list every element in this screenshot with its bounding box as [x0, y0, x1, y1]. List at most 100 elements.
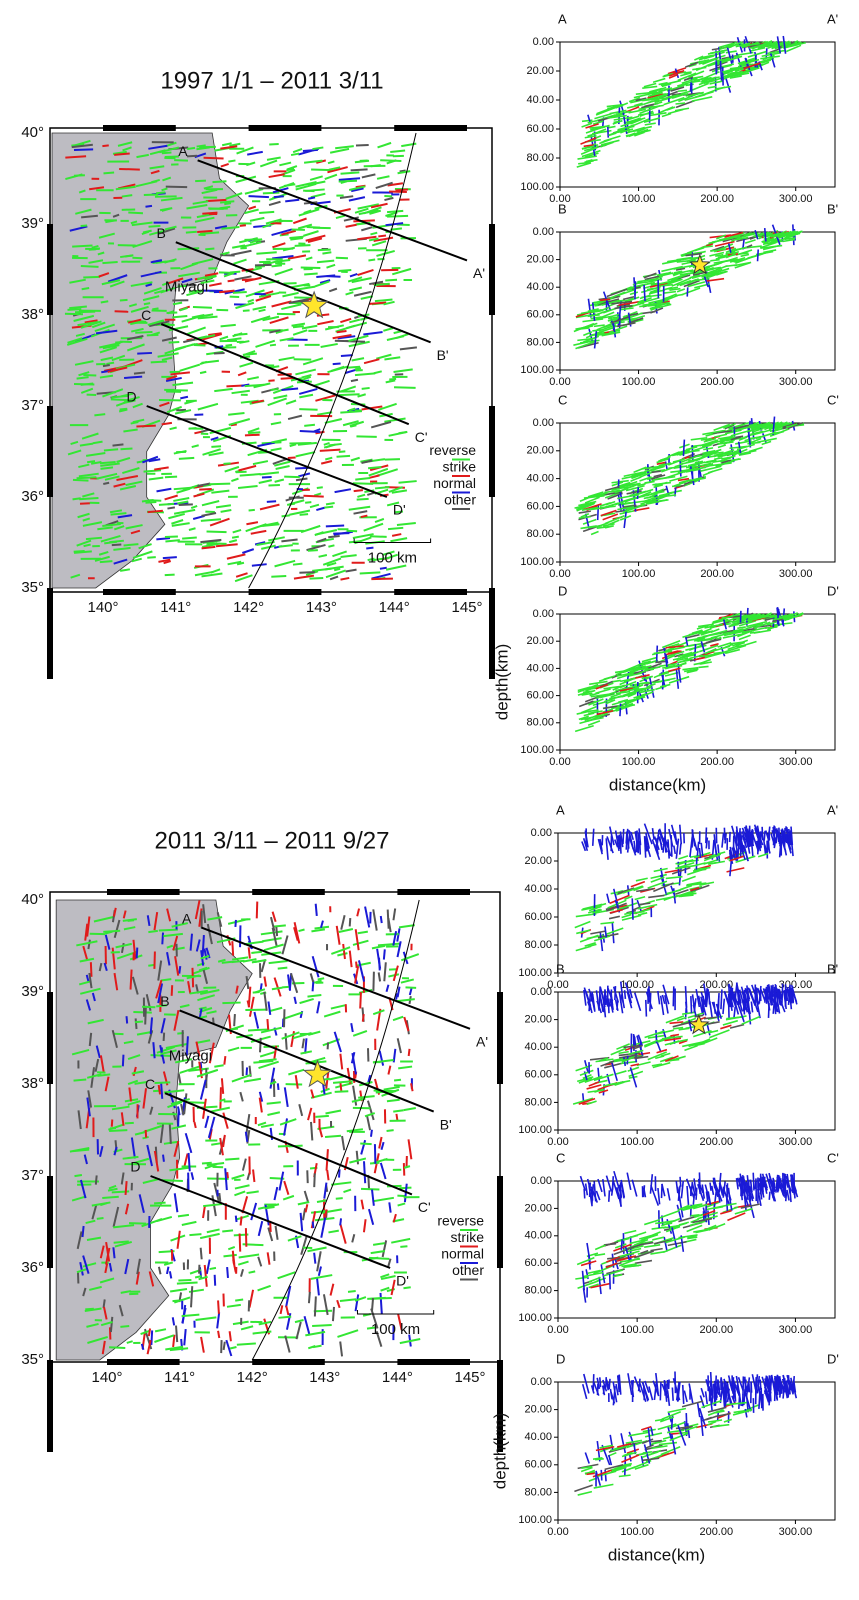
legend-label: other [444, 492, 476, 508]
mechanism [209, 484, 230, 485]
mechanism [387, 1130, 394, 1131]
panel-title: 1997 1/1 – 2011 3/11 [160, 67, 383, 94]
mechanism [149, 1328, 150, 1336]
mechanism [384, 949, 385, 959]
section-mechanism [651, 1441, 662, 1442]
mechanism [271, 389, 279, 390]
mechanism [102, 145, 108, 146]
profile-end: B' [440, 1116, 452, 1132]
mechanism [273, 925, 286, 926]
mechanism [315, 1116, 328, 1117]
mechanism [200, 372, 206, 373]
mechanism [355, 368, 361, 369]
section-mechanism [646, 1000, 647, 1017]
mechanism [363, 1014, 364, 1022]
mechanism [127, 1016, 128, 1023]
mechanism [218, 1331, 219, 1338]
mechanism [187, 156, 197, 157]
y-tick-label: 20.00 [526, 65, 554, 77]
section-mechanism [586, 1473, 594, 1474]
y-tick-label: 20.00 [524, 1014, 552, 1026]
section-right-label: A' [827, 11, 838, 26]
mechanism [371, 579, 393, 580]
mechanism [353, 483, 373, 484]
mechanism [368, 467, 381, 468]
section-mechanism [747, 1186, 748, 1200]
mechanism [389, 1202, 390, 1212]
section-right-label: C' [827, 1150, 839, 1165]
section-mechanism [592, 330, 600, 331]
section-mechanism [644, 285, 645, 301]
mechanism [314, 1253, 315, 1264]
mechanism [145, 206, 152, 207]
x-tick-label: 300.00 [779, 756, 813, 768]
mechanism [144, 303, 150, 304]
mechanism [191, 1286, 192, 1307]
mechanism [249, 947, 250, 958]
section-mechanism [721, 989, 722, 1009]
mechanism [357, 499, 369, 500]
x-tick-label: 100.00 [622, 756, 656, 768]
x-tick-label: 300.00 [779, 1324, 813, 1336]
section-mechanism [693, 1193, 694, 1205]
section-mechanism [746, 826, 747, 845]
mechanism [318, 978, 324, 979]
mechanism [220, 1087, 221, 1109]
mechanism [265, 1207, 275, 1208]
mechanism [173, 1335, 174, 1347]
mechanism [246, 1132, 247, 1142]
mechanism [232, 941, 233, 955]
mechanism [131, 970, 132, 990]
y-tick-label: 80.00 [524, 939, 552, 951]
section-mechanism [680, 460, 681, 477]
y-tick-label: 60.00 [524, 1257, 552, 1269]
mechanism [220, 201, 234, 202]
mechanism [145, 1006, 146, 1025]
cross-section: BB'0.0020.0040.0060.0080.00100.000.00100… [520, 201, 838, 387]
section-mechanism [785, 828, 786, 847]
profile-start: D [130, 1159, 140, 1175]
mechanism [207, 532, 227, 533]
mechanism [232, 961, 245, 962]
mechanism [128, 920, 134, 921]
lon-label: 143° [306, 599, 337, 616]
y-tick-label: 60.00 [524, 1069, 552, 1081]
section-mechanism [609, 1190, 610, 1201]
frame-tick [489, 224, 495, 315]
mechanism [282, 987, 289, 988]
section-mechanism [638, 832, 639, 848]
mechanism [249, 1271, 256, 1272]
mechanism [205, 248, 214, 249]
mechanism [394, 1080, 401, 1081]
section-mechanism [778, 609, 779, 625]
y-tick-label: 20.00 [524, 1202, 552, 1214]
mechanism [394, 387, 416, 388]
cross-section: DD'0.0020.0040.0060.0080.00100.000.00100… [490, 1351, 838, 1564]
lat-label: 40° [21, 891, 44, 908]
y-tick-label: 0.00 [533, 608, 554, 620]
x-tick-label: 0.00 [549, 568, 570, 580]
panel-title: 2011 3/11 – 2011 9/27 [155, 827, 390, 854]
section-mechanism [608, 1001, 609, 1013]
section-mechanism [775, 996, 776, 1014]
mechanism [339, 394, 360, 395]
y-tick-label: 0.00 [533, 226, 554, 238]
mechanism [341, 355, 353, 356]
section-frame [558, 1181, 835, 1318]
mechanism [230, 1331, 231, 1341]
mechanism [374, 284, 390, 285]
mechanism [73, 480, 89, 481]
section-mechanism [660, 1382, 661, 1400]
mechanism [313, 1222, 314, 1228]
y-tick-label: 60.00 [526, 309, 554, 321]
mechanism [193, 307, 212, 308]
frame-tick [47, 1360, 53, 1452]
mechanism [103, 931, 120, 932]
section-mechanism [678, 1382, 679, 1401]
mechanism [159, 504, 174, 505]
mechanism [195, 1276, 202, 1277]
mechanism [257, 902, 258, 919]
y-tick-label: 0.00 [531, 827, 552, 839]
x-tick-label: 0.00 [547, 1136, 568, 1148]
mechanism [194, 345, 206, 346]
